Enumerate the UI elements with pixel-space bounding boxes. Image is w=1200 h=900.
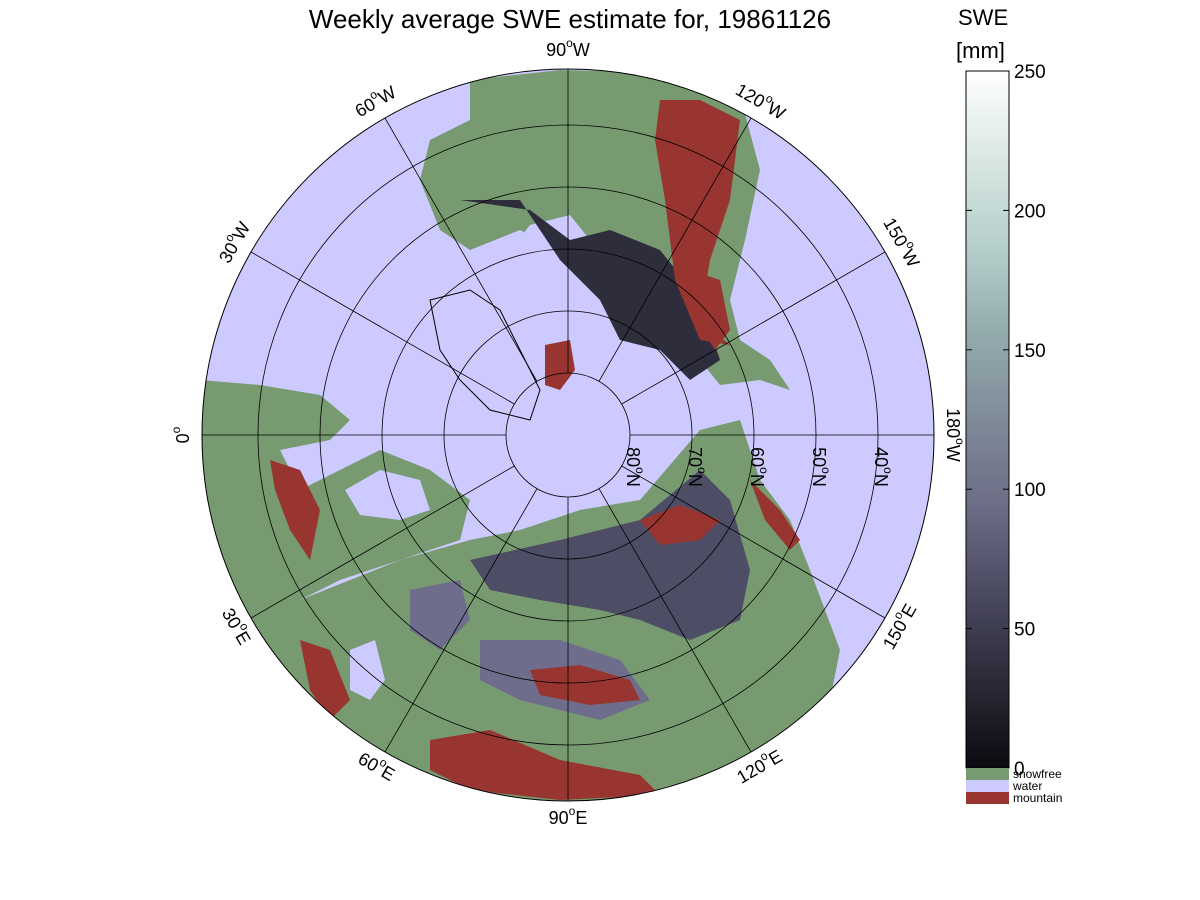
colorbar-ticks: 0 50 100 150 200 250 (966, 62, 1046, 780)
graticule (202, 69, 934, 801)
colorbar-tick-label: 100 (1014, 480, 1046, 501)
greenland-outline (429, 289, 541, 421)
mountains-kamchatka (750, 480, 800, 550)
legend-swatch-mountain (966, 792, 1009, 804)
mountains-caucasus (300, 640, 350, 720)
legend-swatch-snowfree (966, 768, 1009, 780)
latitude-label: 70oN (685, 447, 709, 487)
meridian-line (598, 488, 752, 753)
legend-swatch-water (966, 780, 1009, 792)
map-title: Weekly average SWE estimate for, 1986112… (308, 4, 832, 34)
meridian-line (250, 251, 515, 405)
landmass-europe (202, 380, 470, 640)
latitude-label: 40oN (871, 447, 895, 487)
mountains-alps (270, 460, 320, 560)
colorbar-label-swe: SWE (958, 5, 1009, 30)
meridian-line (384, 488, 538, 753)
colorbar-tick-label: 250 (1014, 62, 1046, 83)
latitude-label: 60oN (747, 447, 771, 487)
colorbar-tick-label: 150 (1014, 341, 1046, 362)
mountains-himalaya (430, 730, 660, 800)
caspian-sea (350, 640, 385, 700)
colorbar-tick-label: 200 (1014, 201, 1046, 222)
legend-label-water: water (1012, 779, 1042, 793)
meridian-line (598, 117, 752, 382)
baltic-sea (345, 470, 430, 520)
longitude-label: 90oE (549, 804, 588, 828)
latitude-label: 50oN (809, 447, 833, 487)
meridian-line (250, 465, 515, 619)
longitude-label: 90oW (546, 36, 590, 60)
meridian-line (384, 117, 538, 382)
mountains-yukon (690, 270, 730, 350)
meridian-line (621, 465, 886, 619)
landmass-alaska (700, 340, 790, 390)
mountains-altai (530, 665, 640, 705)
snow-canada (460, 200, 720, 380)
mountains-ellesmere (545, 340, 575, 390)
colorbar-tick-label: 0 (1014, 759, 1025, 780)
latitude-labels: 80oN 70oN 60oN 50oN 40oN (623, 447, 895, 487)
longitude-label: 0o (169, 426, 193, 443)
map-disk (202, 69, 934, 801)
map-border (201, 68, 935, 802)
colorbar-tick-label: 50 (1014, 620, 1035, 641)
colorbar (965, 70, 1010, 769)
snow-scandinavia (410, 580, 470, 650)
colorbar-label-unit: [mm] (956, 38, 1005, 63)
legend-label-mountain: mountain (1013, 791, 1062, 805)
latitude-label: 80oN (623, 447, 647, 487)
meridian-line (621, 251, 886, 405)
hudson-bay (510, 215, 590, 300)
longitude-label: 180oW (943, 408, 967, 462)
mountains-rockies (655, 100, 740, 345)
legend-label-snowfree: snowfree (1013, 767, 1062, 781)
mountains-east-siberia (640, 505, 720, 545)
